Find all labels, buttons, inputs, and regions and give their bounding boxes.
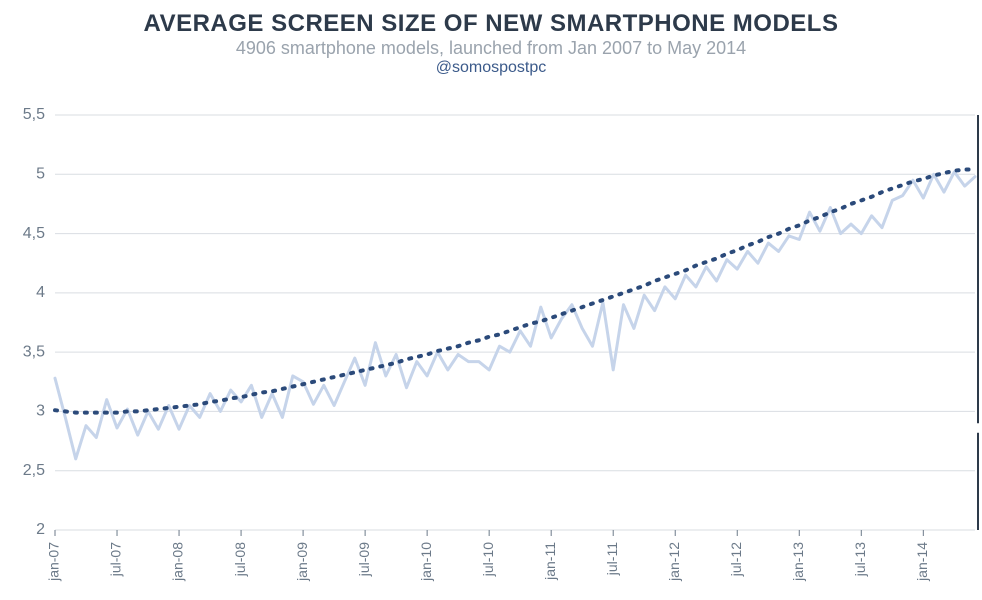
trend-series-line xyxy=(55,170,975,413)
chart-container: AVERAGE SCREEN SIZE OF NEW SMARTPHONE MO… xyxy=(0,0,982,600)
x-tick-label: jul-11 xyxy=(604,542,620,576)
x-tick-label: jan-07 xyxy=(46,542,62,582)
x-tick-label: jan-08 xyxy=(170,542,186,582)
x-tick-label: jul-08 xyxy=(232,542,248,577)
x-tick-label: jan-09 xyxy=(294,542,310,582)
y-tick-label: 5,5 xyxy=(23,106,45,123)
y-tick-label: 2 xyxy=(36,521,45,538)
x-tick-label: jan-10 xyxy=(418,542,434,582)
y-tick-label: 4,5 xyxy=(23,225,45,242)
x-tick-label: jan-11 xyxy=(542,542,558,581)
y-tick-label: 4 xyxy=(36,284,45,301)
x-tick-label: jan-12 xyxy=(666,542,682,582)
x-tick-label: jan-13 xyxy=(790,542,806,582)
x-tick-label: jul-13 xyxy=(852,542,868,577)
chart-svg: 2 2,5 3 3,5 4 4,5 5 5,5 jan-07 jul-07 jan-08 jul-08… xyxy=(0,0,982,600)
x-tick-label: jul-12 xyxy=(728,542,744,577)
x-tick-label: jul-09 xyxy=(356,542,372,577)
x-tick-label: jul-07 xyxy=(108,542,124,577)
x-tick-label: jul-10 xyxy=(480,542,496,577)
y-tick-label: 3 xyxy=(36,403,45,420)
y-tick-label: 3,5 xyxy=(23,343,45,360)
y-tick-label: 5 xyxy=(36,166,45,183)
raw-series-line xyxy=(55,172,975,459)
y-tick-label: 2,5 xyxy=(23,462,45,479)
x-tick-label: jan-14 xyxy=(914,542,930,582)
